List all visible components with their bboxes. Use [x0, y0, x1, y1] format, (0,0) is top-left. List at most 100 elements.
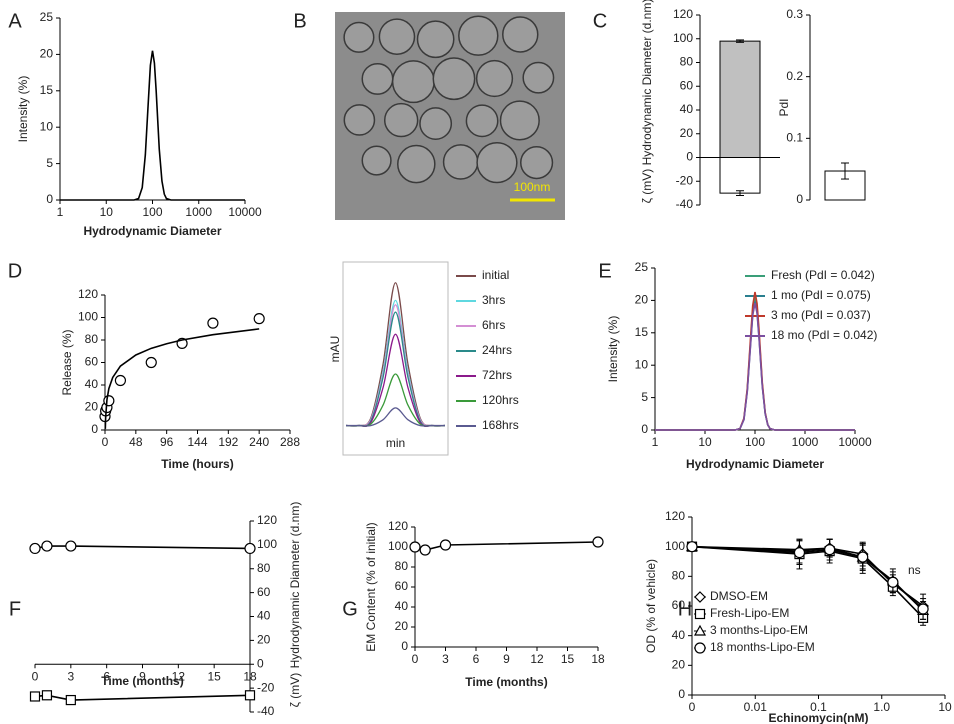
- y-tick-label: 60: [257, 585, 271, 599]
- x-tick-label: 240: [249, 435, 269, 449]
- legend-label: DMSO-EM: [710, 589, 768, 603]
- x-tick-label: 0: [412, 652, 419, 666]
- legend-marker: [693, 624, 707, 636]
- series-line: [34, 694, 251, 701]
- legend-marker: [694, 591, 706, 603]
- y-axis-label: Release (%): [60, 329, 74, 395]
- x-tick-label: 0.1: [810, 700, 827, 714]
- series-line: [691, 545, 924, 619]
- marker: [824, 544, 836, 556]
- x-tick-label: 1.0: [873, 700, 890, 714]
- x-tick-label: 10: [100, 205, 114, 219]
- x-tick-label: 3: [67, 669, 74, 683]
- legend-label: 18 mo (PdI = 0.042): [771, 328, 877, 342]
- y-tick-label: -20: [257, 680, 275, 694]
- panel: A 0 5 10 15 20 25 1 10 100 1000 10000 Hydrodynamic D…: [8, 10, 262, 238]
- panel: D 0 20 40 60 80 100 120 0 48 96 144 192 240 288 Time (h…: [8, 260, 301, 471]
- y-tick-label: 120: [388, 519, 408, 533]
- x-tick-label: 100: [142, 205, 162, 219]
- panel: E 0 5 10 15 20 25 1 10 100 1000 10000 Hydrodynamic D…: [598, 260, 877, 471]
- vesicle: [343, 104, 376, 136]
- y-tick-label: 0: [91, 422, 98, 436]
- x-tick-label: 0: [102, 435, 109, 449]
- marker: [793, 546, 806, 559]
- y-tick-label: 5: [641, 390, 648, 404]
- x-tick-label: 100: [745, 435, 765, 449]
- y-tick-label: 20: [85, 400, 99, 414]
- x-tick-label: 6: [103, 669, 110, 683]
- marker: [207, 317, 219, 329]
- panel: C -40 -20 0 20 40 60 80 100 120 Hydrodynamic Diame…: [593, 0, 780, 211]
- x-axis-label: Hydrodynamic Diameter: [83, 224, 221, 238]
- legend-label: 6hrs: [482, 318, 505, 332]
- x-tick-label: 1: [57, 205, 64, 219]
- y-tick-label: 80: [680, 55, 694, 69]
- panel: H 0 20 40 60 80 100 120 0 0.01 0.1 1.0 10 Echinomycin…: [644, 509, 952, 724]
- y-axis-label: ζ (mV): [288, 673, 302, 708]
- vesicle: [343, 21, 375, 53]
- series-line: [345, 373, 446, 427]
- vesicle: [361, 145, 392, 176]
- x-tick-label: 12: [172, 669, 186, 683]
- legend-label: 24hrs: [482, 343, 512, 357]
- panel-label: H: [678, 598, 692, 620]
- panel: 0 0.1 0.2 0.3 PdI: [777, 7, 866, 206]
- panel-label: D: [8, 260, 22, 282]
- y-tick-label: 15: [40, 83, 54, 97]
- x-tick-label: 96: [160, 435, 174, 449]
- x-axis-label: Time (months): [101, 674, 183, 688]
- vesicle: [383, 102, 419, 138]
- legend-label: 3hrs: [482, 293, 505, 307]
- y-tick-label: 40: [257, 609, 271, 623]
- vesicle: [397, 144, 436, 184]
- legend-marker: [694, 608, 706, 620]
- y-tick-label: 10: [40, 119, 54, 133]
- y-tick-label: 20: [395, 619, 409, 633]
- vesicle: [419, 107, 453, 140]
- y-axis-label: mAU: [328, 336, 342, 363]
- panel-label: C: [593, 10, 607, 32]
- y-axis-label: Hydrodynamic Diameter (d.nm): [288, 502, 302, 669]
- y-tick-label: 20: [257, 633, 271, 647]
- x-tick-label: 15: [207, 669, 221, 683]
- marker: [244, 690, 256, 701]
- vesicle: [432, 57, 476, 101]
- series-line: [345, 333, 446, 427]
- marker: [65, 540, 77, 552]
- y-tick-label: 0: [641, 422, 648, 436]
- marker: [114, 374, 127, 387]
- x-tick-label: 144: [187, 435, 207, 449]
- panel-label: G: [342, 598, 358, 620]
- y-tick-label: 120: [257, 513, 277, 527]
- y-tick-label: 100: [673, 31, 693, 45]
- marker: [592, 536, 604, 548]
- y-tick-label: 100: [388, 539, 408, 553]
- x-axis-label: Echinomycin(nM): [768, 711, 868, 724]
- y-tick-label: 20: [680, 126, 694, 140]
- x-tick-label: 18: [591, 652, 605, 666]
- y-tick-label: -40: [257, 704, 275, 718]
- series-line: [104, 328, 260, 429]
- series-line: [345, 299, 446, 427]
- y-tick-label: 25: [635, 260, 649, 274]
- y-tick-label: 0: [796, 192, 803, 206]
- vesicle: [476, 142, 518, 184]
- y-tick-label: 20: [40, 47, 54, 61]
- marker: [65, 694, 76, 706]
- y-tick-label: 40: [680, 102, 694, 116]
- y-tick-label: 40: [672, 628, 686, 642]
- marker: [409, 541, 421, 553]
- vesicle: [475, 59, 514, 98]
- y-tick-label: 120: [673, 7, 693, 21]
- x-tick-label: 192: [218, 435, 238, 449]
- vesicle: [499, 100, 540, 141]
- y-axis-label: Hydrodynamic Diameter (d.nm): [640, 0, 654, 165]
- marker: [41, 690, 53, 701]
- legend-label: 168hrs: [482, 418, 519, 432]
- legend-label: Fresh-Lipo-EM: [710, 606, 789, 620]
- x-axis-label: Time (months): [465, 675, 547, 689]
- x-axis-label: Time (hours): [161, 457, 233, 471]
- scale-bar-label: 100nm: [514, 180, 551, 194]
- panel-label: B: [293, 10, 306, 32]
